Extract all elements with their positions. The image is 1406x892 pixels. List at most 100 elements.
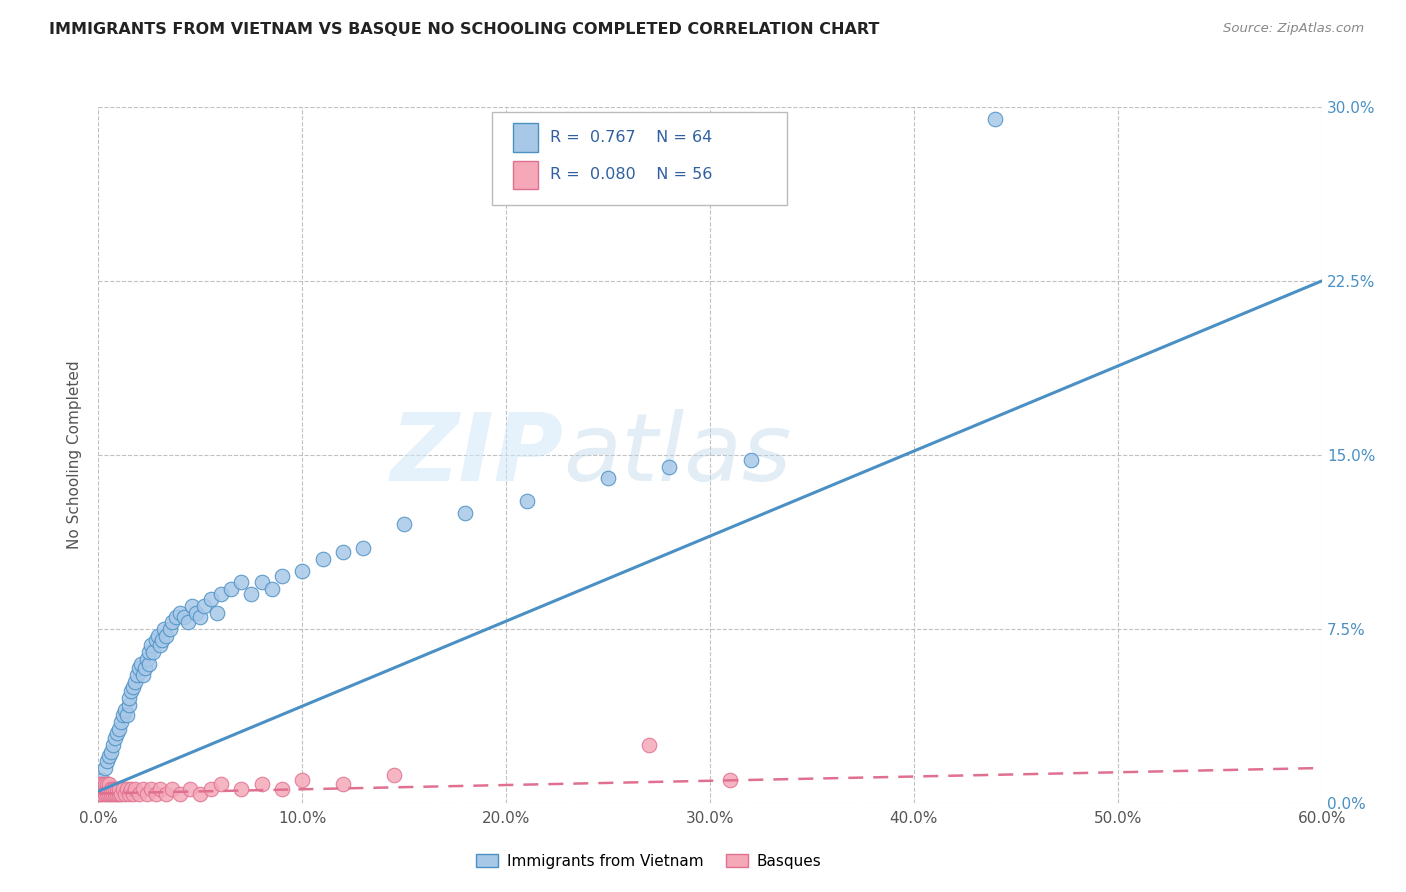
Point [124, 675, 146, 690]
Point [145, 787, 167, 801]
Point [155, 787, 177, 801]
Text: IMMIGRANTS FROM VIETNAM VS BASQUE NO SCHOOLING COMPLETED CORRELATION CHART: IMMIGRANTS FROM VIETNAM VS BASQUE NO SCH… [49, 22, 880, 37]
Legend: Immigrants from Vietnam, Basques: Immigrants from Vietnam, Basques [470, 848, 828, 875]
Point [118, 691, 141, 706]
Point [105, 726, 128, 740]
Point [260, 582, 283, 597]
Point [291, 564, 314, 578]
Point [250, 777, 273, 791]
Point [169, 787, 191, 801]
Y-axis label: No Schooling Completed: No Schooling Completed [66, 360, 82, 549]
Point [186, 606, 208, 620]
Point [638, 738, 661, 752]
Point [205, 606, 228, 620]
Point [104, 787, 127, 801]
Point [96, 781, 118, 796]
Point [96, 787, 118, 801]
Point [105, 787, 128, 801]
Point [231, 781, 253, 796]
Point [173, 610, 195, 624]
Point [209, 587, 232, 601]
Point [352, 541, 374, 555]
Point [145, 633, 167, 648]
Point [152, 622, 174, 636]
Point [155, 629, 177, 643]
Point [312, 552, 335, 566]
Point [454, 506, 477, 520]
Point [118, 698, 141, 713]
Point [97, 781, 120, 796]
Point [91, 787, 114, 801]
Point [132, 668, 155, 682]
Point [270, 781, 294, 796]
Point [124, 781, 146, 796]
Point [240, 587, 263, 601]
Point [740, 452, 762, 467]
Point [231, 575, 253, 590]
Point [382, 768, 405, 782]
Point [209, 777, 232, 791]
Point [120, 684, 142, 698]
Point [104, 781, 127, 796]
Point [219, 582, 242, 597]
Point [101, 738, 124, 752]
Point [984, 112, 1007, 126]
Point [142, 645, 165, 659]
Point [87, 781, 110, 796]
Point [100, 787, 122, 801]
Point [160, 615, 183, 629]
Point [150, 633, 173, 648]
Point [101, 781, 124, 796]
Point [91, 781, 114, 796]
Point [91, 772, 114, 787]
Point [181, 599, 204, 613]
Point [598, 471, 620, 485]
Point [89, 777, 111, 791]
Point [720, 772, 742, 787]
Point [132, 781, 155, 796]
Point [96, 754, 118, 768]
Point [188, 787, 212, 801]
Point [110, 714, 132, 729]
Point [149, 781, 172, 796]
Text: R =  0.767    N = 64: R = 0.767 N = 64 [550, 130, 711, 145]
Point [169, 606, 191, 620]
Point [111, 707, 134, 722]
Point [93, 761, 115, 775]
Point [128, 661, 150, 675]
Point [100, 781, 122, 796]
Point [120, 781, 142, 796]
Point [179, 781, 201, 796]
Point [193, 599, 215, 613]
Point [101, 787, 124, 801]
Point [108, 781, 131, 796]
Point [141, 781, 163, 796]
Point [200, 591, 222, 606]
Point [122, 787, 145, 801]
Point [136, 787, 159, 801]
Point [108, 722, 131, 736]
Point [111, 781, 134, 796]
Point [146, 629, 169, 643]
Text: Source: ZipAtlas.com: Source: ZipAtlas.com [1223, 22, 1364, 36]
Point [114, 703, 136, 717]
Point [110, 787, 132, 801]
Point [129, 657, 152, 671]
Point [114, 787, 136, 801]
Point [93, 777, 115, 791]
Point [270, 568, 294, 582]
Point [115, 707, 138, 722]
Point [200, 781, 222, 796]
Point [250, 575, 273, 590]
Point [332, 545, 354, 559]
Point [93, 781, 115, 796]
Point [97, 749, 120, 764]
Point [93, 787, 115, 801]
Point [134, 661, 156, 675]
Point [100, 745, 122, 759]
Point [115, 781, 138, 796]
Point [141, 638, 163, 652]
Point [122, 680, 145, 694]
Point [105, 781, 128, 796]
Point [159, 622, 181, 636]
